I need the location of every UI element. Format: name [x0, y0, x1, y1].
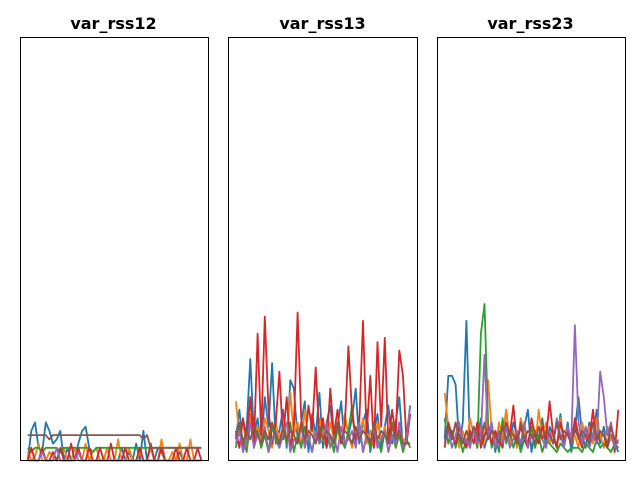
series-line-4 — [234, 311, 412, 449]
series-line-6 — [234, 421, 411, 445]
subplot-var-rss23: var_rss23 — [437, 14, 626, 461]
series-layer — [443, 303, 620, 453]
axes-frame — [20, 37, 209, 461]
subplot-var-rss13: var_rss13 — [228, 14, 418, 461]
axes-frame — [437, 37, 626, 461]
subplot-title: var_rss12 — [70, 14, 156, 33]
series-line-6 — [27, 434, 202, 449]
series-layer — [234, 311, 412, 453]
subplot-title: var_rss13 — [279, 14, 365, 33]
series-line-6 — [443, 421, 619, 445]
subplot-var-rss12: var_rss12 — [20, 14, 209, 462]
axes-frame — [228, 37, 418, 461]
subplot-title: var_rss23 — [487, 14, 573, 33]
